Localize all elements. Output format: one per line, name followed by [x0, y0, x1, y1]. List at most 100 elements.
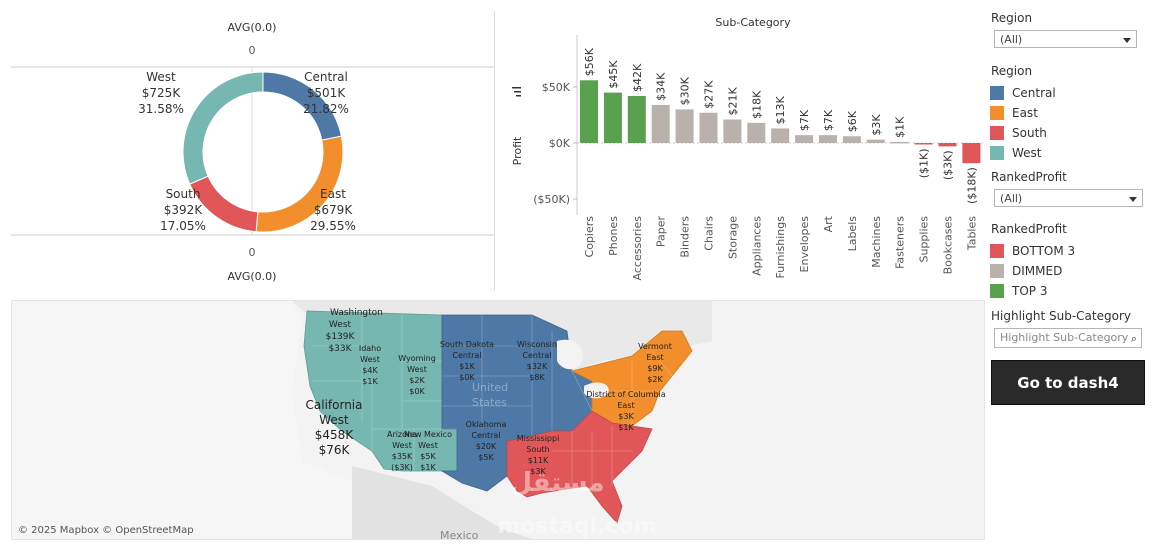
map-label-vermont: Vermont: [638, 342, 672, 351]
map-label-southdakota: Central: [452, 351, 481, 360]
bar-tables[interactable]: [962, 143, 981, 164]
map-label-oklahoma: $5K: [478, 453, 494, 462]
bar-accessories[interactable]: [627, 95, 646, 143]
y-tick-label: ($50K): [533, 193, 570, 206]
map-label-wisconsin: Central: [522, 351, 551, 360]
map-label-washington: West: [329, 320, 352, 330]
map-label-california: $458K: [315, 428, 355, 442]
bars: [580, 80, 981, 164]
bar-furnishings[interactable]: [771, 128, 790, 143]
bar-value-label: $18K: [750, 90, 763, 119]
donut-top-value: 0: [249, 44, 256, 57]
map-panel[interactable]: United States Mexico Washington West $139K…: [11, 300, 985, 540]
bar-bookcases[interactable]: [938, 143, 957, 147]
category-label: Labels: [846, 216, 859, 252]
y-ticks: $50K $0K ($50K): [533, 81, 983, 206]
great-lakes: [557, 339, 583, 370]
map-mexico-label: Mexico: [440, 529, 479, 539]
legend-item-east[interactable]: East: [990, 103, 1056, 123]
legend-item-dimmed[interactable]: DIMMED: [990, 261, 1075, 281]
legend-item-bottom3[interactable]: BOTTOM 3: [990, 241, 1075, 261]
category-label: Storage: [726, 216, 739, 259]
category-label: Machines: [870, 216, 883, 268]
donut-label-central: $501K: [307, 86, 347, 100]
legend-label: East: [1012, 106, 1038, 120]
bar-labels: $56K $45K $42K $34K $30K $27K $21K $18K $13K $7K $…: [583, 47, 978, 204]
bar-supplies[interactable]: [914, 143, 933, 145]
donut-slice-west[interactable]: [182, 71, 264, 185]
ranked-legend: RankedProfit BOTTOM 3 DIMMED TOP 3: [990, 222, 1075, 301]
ranked-legend-title: RankedProfit: [991, 222, 1067, 236]
lake-erie: [584, 382, 609, 399]
us-map[interactable]: United States Mexico Washington West $139K…: [12, 301, 984, 539]
legend-swatch: [990, 264, 1004, 278]
donut-label-west: West: [146, 70, 176, 84]
legend-item-south[interactable]: South: [990, 123, 1056, 143]
legend-item-west[interactable]: West: [990, 143, 1056, 163]
region-filter-dropdown[interactable]: (All): [994, 30, 1137, 48]
bar-labels[interactable]: [842, 136, 861, 143]
highlight-search-input[interactable]: Highlight Sub-Category ⌕: [994, 328, 1142, 348]
bar-appliances[interactable]: [747, 122, 766, 143]
legend-swatch: [990, 284, 1004, 298]
category-label: Envelopes: [798, 216, 811, 273]
map-label-southdakota: $0K: [459, 373, 475, 382]
map-label-wisconsin: $8K: [529, 373, 545, 382]
category-label: Chairs: [703, 216, 716, 251]
bar-binders[interactable]: [675, 109, 694, 143]
map-label-washington: Washington: [330, 308, 383, 318]
map-label-wyoming: West: [407, 365, 427, 374]
map-label-wyoming: $2K: [409, 376, 425, 385]
category-labels: Copiers Phones Accessories Paper Binders Chai…: [583, 215, 978, 280]
bar-value-label: $7K: [798, 109, 811, 131]
category-label: Furnishings: [774, 216, 787, 279]
map-label-idaho: $4K: [362, 366, 378, 375]
map-label-california: $76K: [319, 443, 351, 457]
bar-paper[interactable]: [651, 104, 670, 143]
bar-phones[interactable]: [603, 92, 622, 143]
search-icon[interactable]: ⌕: [1130, 332, 1137, 345]
bar-machines[interactable]: [866, 139, 885, 143]
ranked-filter-dropdown[interactable]: (All): [994, 189, 1143, 207]
bar-copiers[interactable]: [580, 80, 598, 143]
category-label: Appliances: [750, 216, 763, 276]
bar-envelopes[interactable]: [795, 135, 814, 143]
bar-storage[interactable]: [723, 119, 742, 143]
region-south[interactable]: [506, 410, 653, 524]
legend-item-central[interactable]: Central: [990, 83, 1056, 103]
sort-icon[interactable]: [512, 87, 521, 97]
donut-label-east: 29.55%: [310, 219, 356, 233]
map-label-newmexico: $1K: [420, 463, 436, 472]
map-label-mississippi: $11K: [528, 456, 549, 465]
donut-label-south: South: [166, 187, 201, 201]
bar-fasteners[interactable]: [890, 141, 909, 144]
donut-label-west: $725K: [142, 86, 182, 100]
bar-value-label: $3K: [870, 114, 883, 136]
donut-label-west: 31.58%: [138, 102, 184, 116]
bar-chairs[interactable]: [699, 112, 718, 143]
donut-label-east: $679K: [314, 203, 354, 217]
map-attribution: © 2025 Mapbox © OpenStreetMap: [18, 525, 194, 536]
watermark-logo-ar: مستقل: [509, 468, 604, 498]
bar-value-label: $56K: [583, 47, 596, 76]
chevron-down-icon[interactable]: [1123, 38, 1131, 43]
map-label-arizona: ($3K): [391, 463, 413, 472]
category-label: Accessories: [631, 216, 644, 281]
map-label-wyoming: $0K: [409, 387, 425, 396]
donut-slice-east[interactable]: [255, 135, 344, 233]
legend-item-top3[interactable]: TOP 3: [990, 281, 1075, 301]
legend-swatch: [990, 106, 1004, 120]
highlight-placeholder: Highlight Sub-Category: [1000, 331, 1129, 344]
map-label-southdakota: $1K: [459, 362, 475, 371]
donut-bottom-value: 0: [249, 246, 256, 259]
map-label-newmexico: $5K: [420, 452, 436, 461]
category-label: Tables: [965, 216, 978, 251]
chevron-down-icon[interactable]: [1129, 197, 1137, 202]
map-label-mississippi: Mississippi: [517, 434, 560, 443]
map-label-mississippi: South: [526, 445, 549, 454]
bar-art[interactable]: [819, 135, 837, 143]
bar-value-label: ($1K): [918, 149, 931, 179]
map-label-southdakota: South Dakota: [440, 340, 494, 349]
go-to-dash4-button[interactable]: Go to dash4: [991, 360, 1145, 405]
legend-label: BOTTOM 3: [1012, 244, 1076, 258]
